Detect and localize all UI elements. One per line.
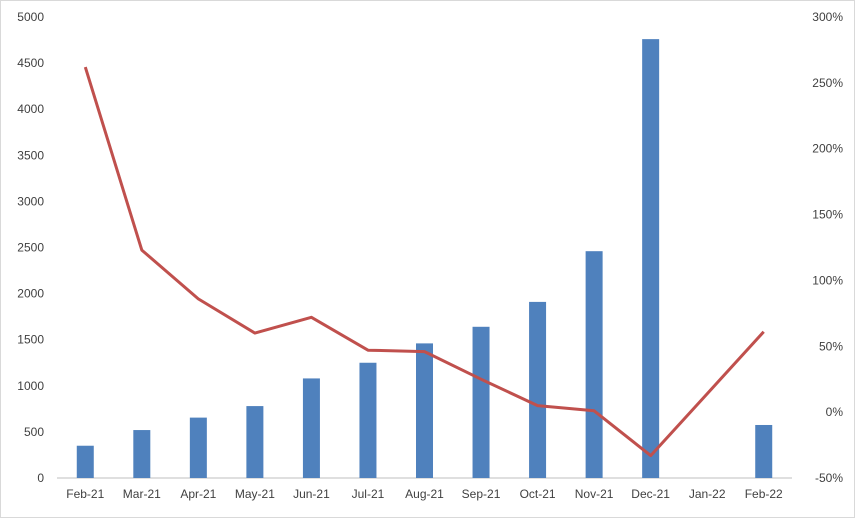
y-tick-label: 0 xyxy=(37,471,44,485)
x-tick-label: Jan-22 xyxy=(689,487,726,501)
y2-tick-label: 250% xyxy=(812,76,843,90)
y2-tick-label: 100% xyxy=(812,273,843,287)
line-series xyxy=(83,66,765,458)
y-tick-label: 500 xyxy=(24,425,44,439)
x-tick-label: Oct-21 xyxy=(520,487,556,501)
x-tick-label: Dec-21 xyxy=(631,487,670,501)
y-tick-label: 1500 xyxy=(17,333,44,347)
x-axis-ticks: Feb-21 Mar-21 Apr-21 May-21 Jun-21 Jul-21 Aug-… xyxy=(66,487,783,501)
bar xyxy=(359,362,377,478)
y-tick-label: 5000 xyxy=(17,10,44,24)
y2-tick-label: -50% xyxy=(815,471,843,485)
x-tick-label: Nov-21 xyxy=(575,487,614,501)
bar xyxy=(472,326,490,478)
y-tick-label: 4000 xyxy=(17,102,44,116)
x-tick-label: Jul-21 xyxy=(352,487,385,501)
right-axis-ticks: -50% 0% 50% 100% 150% 200% 250% 300% xyxy=(812,10,843,485)
bar xyxy=(302,378,320,478)
y-tick-label: 1000 xyxy=(17,379,44,393)
y-tick-label: 4500 xyxy=(17,56,44,70)
x-tick-label: Sep-21 xyxy=(462,487,501,501)
bar xyxy=(133,430,151,478)
bar xyxy=(76,445,94,478)
y2-tick-label: 0% xyxy=(826,405,844,419)
bar xyxy=(755,424,773,478)
x-tick-label: Aug-21 xyxy=(405,487,444,501)
x-tick-label: Apr-21 xyxy=(180,487,216,501)
y-tick-label: 3000 xyxy=(17,194,44,208)
x-tick-label: Jun-21 xyxy=(293,487,330,501)
y2-tick-label: 200% xyxy=(812,142,843,156)
y2-tick-label: 50% xyxy=(819,339,843,353)
y-tick-label: 2000 xyxy=(17,287,44,301)
bar xyxy=(585,251,603,478)
x-tick-label: May-21 xyxy=(235,487,275,501)
bar-series xyxy=(76,39,773,479)
y-tick-label: 3500 xyxy=(17,148,44,162)
x-tick-label: Feb-22 xyxy=(745,487,783,501)
bar xyxy=(642,39,660,479)
bar xyxy=(416,343,433,478)
y2-tick-label: 300% xyxy=(812,10,843,24)
y-tick-label: 2500 xyxy=(17,241,44,255)
bar xyxy=(189,417,207,478)
x-tick-label: Feb-21 xyxy=(66,487,104,501)
y2-tick-label: 150% xyxy=(812,208,843,222)
x-tick-label: Mar-21 xyxy=(123,487,161,501)
bar xyxy=(529,301,547,478)
bar xyxy=(246,406,264,478)
left-axis-ticks: 0 500 1000 1500 2000 2500 3000 3500 4000 4500 5000 xyxy=(17,10,44,485)
